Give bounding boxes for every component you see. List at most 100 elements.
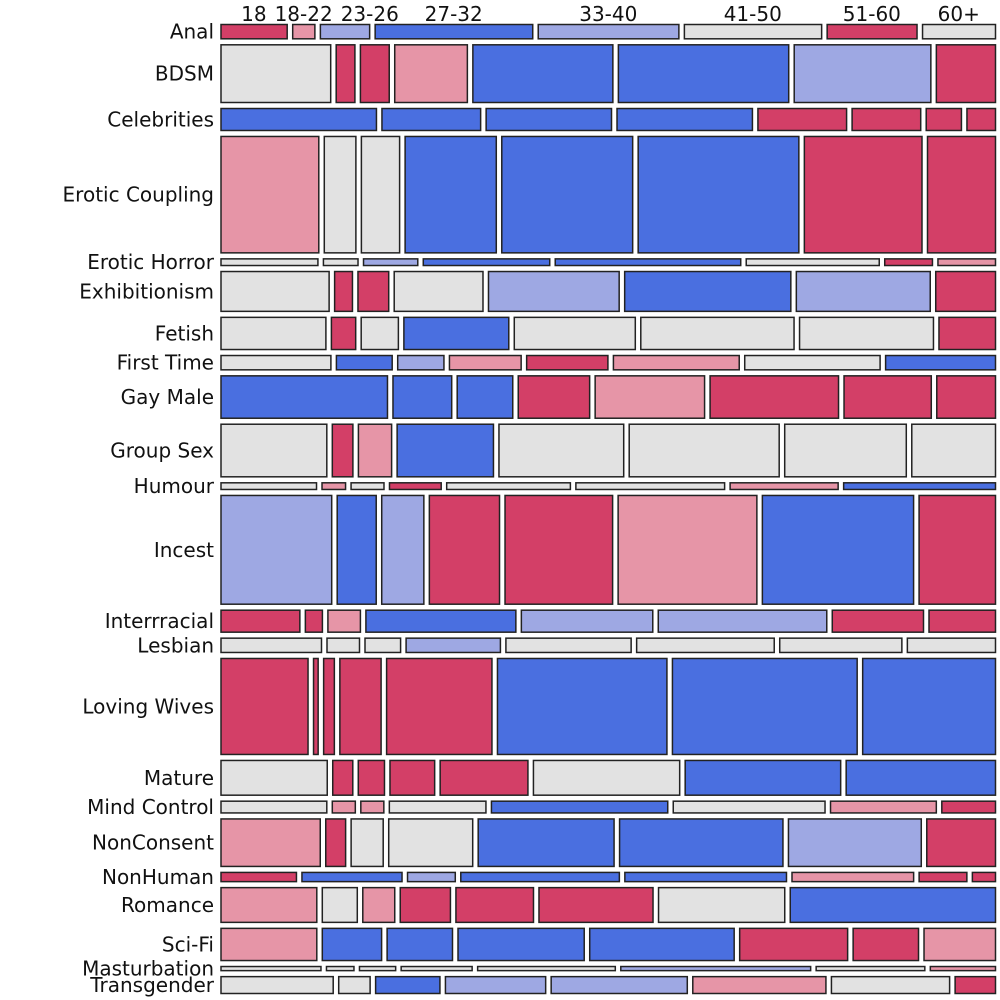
mosaic-cell [612,354,740,371]
mosaic-cell [851,107,922,132]
mosaic-cell [360,135,401,254]
mosaic-cell [829,800,938,814]
mosaic-cell [929,965,997,972]
mosaic-cell [554,258,742,267]
mosaic-cell [333,270,354,313]
mosaic-cell [803,135,923,254]
mosaic-cell [938,316,997,351]
row-label: Lesbian [137,633,214,657]
mosaic-cell [498,423,625,478]
row-labels: Anal BDSM Celebrities Erotic Coupling Erotic… [63,20,215,997]
mosaic-cell [934,270,997,313]
mosaic-cell [928,609,997,633]
mosaic-cell [406,871,457,883]
mosaic-cell [532,759,681,796]
mosaic-cell [403,316,510,351]
mosaic-cell [220,800,328,814]
mosaic-cell [220,135,320,254]
column-label: 41-50 [724,2,782,26]
mosaic-cells [220,23,997,995]
mosaic-cell [304,609,324,633]
mosaic-cell [389,759,436,796]
mosaic-cell [971,871,997,883]
mosaic-cell [360,800,385,814]
mosaic-cell [657,609,828,633]
mosaic-cell [550,975,689,995]
mosaic-cell [428,494,501,605]
mosaic-cell [623,270,792,313]
mosaic-cell [935,44,997,104]
mosaic-cell [331,759,354,796]
mosaic-cell [575,482,726,491]
mosaic-cell [362,886,396,924]
mosaic-cell [291,23,316,40]
row-label: Mature [144,766,214,790]
mosaic-cell [220,609,301,633]
mosaic-cell [321,482,347,491]
mosaic-cell [941,800,997,814]
mosaic-cell [220,107,378,132]
mosaic-cell [422,258,551,267]
mosaic-cell [220,423,328,478]
row-label: Celebrities [107,107,214,131]
mosaic-cell [620,965,812,972]
mosaic-cell [358,965,397,972]
mosaic-cell [327,609,362,633]
mosaic-cell [220,759,328,796]
mosaic-cell [325,965,355,972]
mosaic-cell [362,258,419,267]
mosaic-cell [845,759,997,796]
mosaic-cell [220,657,309,756]
mosaic-cell [635,637,775,654]
mosaic-cell [357,423,393,478]
mosaic-cell [220,871,298,883]
mosaic-cell [357,270,390,313]
mosaic-cell [220,482,318,491]
mosaic-cell [925,107,963,132]
row-label: Exhibitionism [79,279,214,303]
mosaic-cell [439,759,529,796]
mosaic-cell [594,375,706,419]
mosaic-cell [460,871,621,883]
mosaic-cell [357,759,386,796]
mosaic-cell [831,609,925,633]
mosaic-cell [640,316,795,351]
mosaic-cell [350,482,385,491]
mosaic-cell [520,609,654,633]
mosaic-cell [393,44,469,104]
mosaic-cell [671,657,858,756]
mosaic-cell [405,637,502,654]
mosaic-cell [787,818,923,868]
mosaic-cell [918,494,997,605]
mosaic-cell [331,800,357,814]
row-label: NonHuman [102,865,214,889]
mosaic-cell [616,107,754,132]
mosaic-cell [312,657,319,756]
mosaic-cell [487,270,620,313]
mosaic-cell [335,354,393,371]
mosaic-cell [538,886,654,924]
mosaic-cell [220,354,332,371]
mosaic-cell [617,44,790,104]
column-label: 23-26 [341,2,399,26]
mosaic-cell [388,482,442,491]
mosaic-cell [485,107,613,132]
row-label: Mind Control [87,795,214,819]
column-label: 33-40 [579,2,637,26]
mosaic-cell [404,135,498,254]
row-label: Masturbation [82,957,214,981]
mosaic-cell [617,494,758,605]
mosaic-cell [852,927,920,962]
mosaic-cell [618,818,784,868]
row-label: Gay Male [121,385,214,409]
mosaic-cell [220,23,288,40]
mosaic-cell [380,494,425,605]
mosaic-cell [884,354,997,371]
row-label: Group Sex [110,439,214,463]
mosaic-cell [490,800,669,814]
mosaic-cell [337,975,371,995]
column-label: 51-60 [843,2,901,26]
mosaic-cell [220,494,333,605]
row-label: NonConsent [92,831,214,855]
